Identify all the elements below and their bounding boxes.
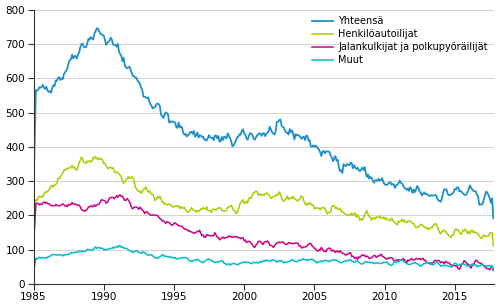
Yhteensä bbox=[94, 26, 100, 30]
Legend: Yhteensä, Henkilöautoilijat, Jalankulkijat ja polkupyöräilijät, Muut: Yhteensä, Henkilöautoilijat, Jalankulkij… bbox=[310, 14, 490, 67]
Line: Yhteensä: Yhteensä bbox=[34, 28, 493, 218]
Jalankulkijat ja polkupyöräilijät bbox=[490, 268, 496, 272]
Line: Muut: Muut bbox=[34, 245, 493, 271]
Muut bbox=[162, 254, 168, 258]
Muut bbox=[330, 258, 336, 262]
Yhteensä bbox=[490, 217, 496, 220]
Jalankulkijat ja polkupyöräilijät bbox=[117, 193, 123, 197]
Henkilöautoilijat bbox=[180, 206, 186, 210]
Line: Jalankulkijat ja polkupyöräilijät: Jalankulkijat ja polkupyöräilijät bbox=[34, 195, 493, 270]
Henkilöautoilijat bbox=[30, 240, 36, 244]
Muut bbox=[242, 260, 248, 264]
Jalankulkijat ja polkupyöräilijät bbox=[162, 221, 168, 225]
Jalankulkijat ja polkupyöräilijät bbox=[453, 264, 459, 268]
Muut bbox=[180, 256, 186, 259]
Jalankulkijat ja polkupyöräilijät bbox=[176, 224, 182, 228]
Jalankulkijat ja polkupyöräilijät bbox=[330, 248, 336, 252]
Yhteensä bbox=[242, 133, 248, 136]
Yhteensä bbox=[162, 111, 168, 114]
Henkilöautoilijat bbox=[176, 204, 182, 208]
Muut bbox=[453, 262, 459, 265]
Henkilöautoilijat bbox=[92, 155, 98, 159]
Henkilöautoilijat bbox=[242, 201, 248, 205]
Yhteensä bbox=[180, 131, 186, 135]
Jalankulkijat ja polkupyöräilijät bbox=[242, 238, 248, 242]
Line: Henkilöautoilijat: Henkilöautoilijat bbox=[34, 157, 493, 246]
Yhteensä bbox=[30, 188, 36, 191]
Muut bbox=[490, 269, 496, 272]
Muut bbox=[116, 244, 122, 247]
Jalankulkijat ja polkupyöräilijät bbox=[180, 226, 186, 230]
Yhteensä bbox=[176, 121, 182, 124]
Yhteensä bbox=[330, 160, 336, 163]
Henkilöautoilijat bbox=[330, 204, 336, 207]
Henkilöautoilijat bbox=[453, 227, 459, 231]
Henkilöautoilijat bbox=[490, 244, 496, 248]
Henkilöautoilijat bbox=[162, 202, 168, 206]
Jalankulkijat ja polkupyöräilijät bbox=[30, 243, 36, 247]
Muut bbox=[176, 257, 182, 260]
Muut bbox=[30, 270, 36, 273]
Yhteensä bbox=[453, 188, 459, 192]
